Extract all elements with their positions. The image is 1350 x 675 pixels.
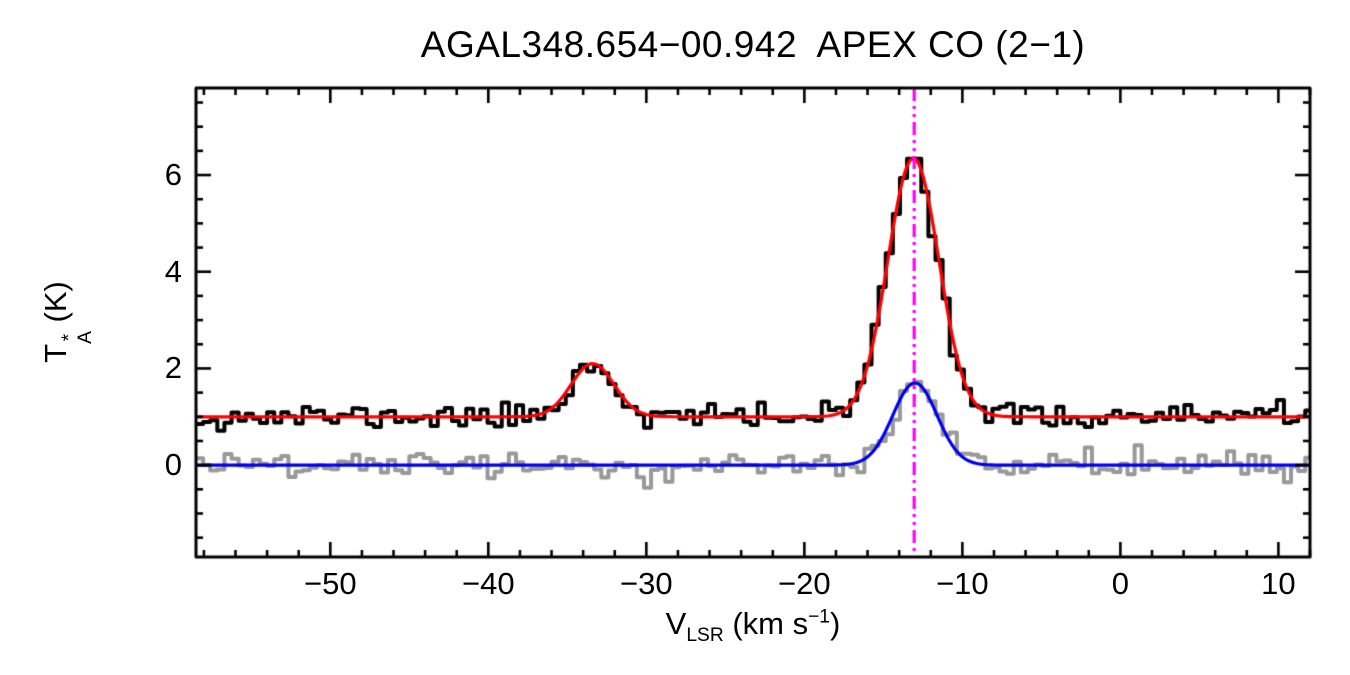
x-tick-label: −50 [304,566,357,601]
x-axis-label-superscript: −1 [808,606,830,628]
y-axis-label-unit: (K) [37,281,73,332]
y-axis-label-symbol: T [37,343,73,363]
y-axis-label: T * A (K) [37,281,96,363]
x-tick-label: 0 [1111,566,1129,601]
y-tick-label: 6 [164,157,182,193]
x-tick-label: −40 [462,566,515,601]
y-axis-label-subscript: A [74,331,96,344]
x-axis-label-symbol: V [665,606,687,641]
y-tick-label: 0 [164,447,182,483]
x-axis-label: VLSR (km s−1) [666,606,841,647]
x-tick-label: 10 [1261,566,1296,601]
x-axis-label-unit: (km s [723,606,809,641]
x-tick-label: −20 [778,566,831,601]
y-tick-label: 2 [164,350,182,386]
y-tick-label: 4 [164,253,182,289]
y-axis-label-supsub: * A [58,331,96,344]
x-axis-label-subscript: LSR [686,625,724,647]
x-tick-label: −10 [936,566,989,601]
x-axis-label-close: ) [830,606,841,641]
x-tick-label: −30 [620,566,673,601]
chart-title: AGAL348.654−00.942 APEX CO (2−1) [420,24,1086,65]
